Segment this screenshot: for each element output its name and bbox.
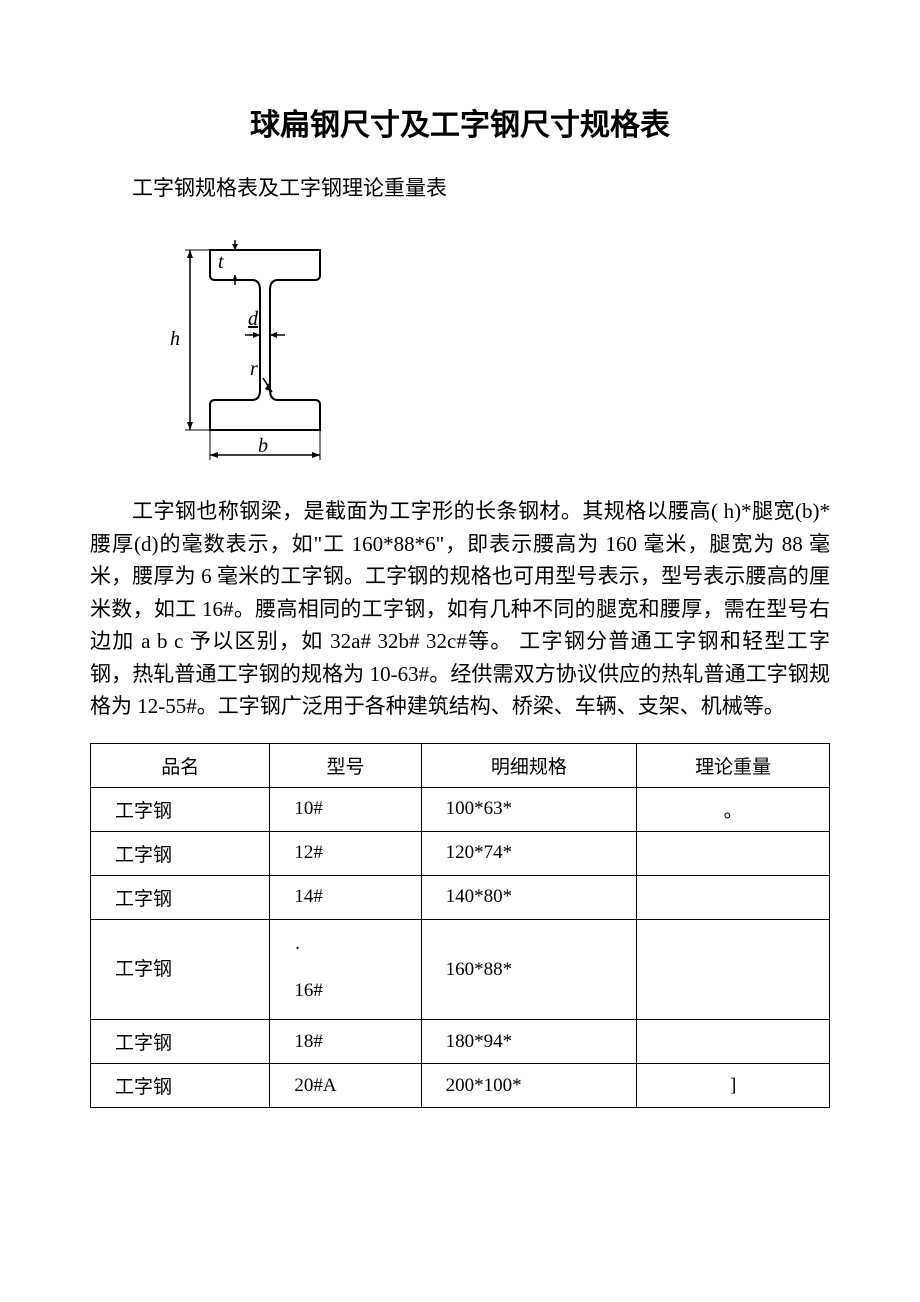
cell-weight: ]	[637, 1064, 830, 1108]
header-spec: 明细规格	[421, 743, 637, 787]
cell-name: 工字钢	[91, 831, 270, 875]
header-name: 品名	[91, 743, 270, 787]
cell-model: 18#	[270, 1020, 421, 1064]
cell-weight	[637, 1020, 830, 1064]
table-row: 工字钢 10# 100*63* 。	[91, 787, 830, 831]
table-row: 工字钢 12# 120*74*	[91, 831, 830, 875]
diagram-label-t: t	[218, 251, 224, 273]
cell-weight	[637, 919, 830, 1020]
table-row: 工字钢 · 16# 160*88*	[91, 919, 830, 1020]
cell-name: 工字钢	[91, 875, 270, 919]
table-row: 工字钢 20#A 200*100* ]	[91, 1064, 830, 1108]
table-row: 工字钢 18# 180*94*	[91, 1020, 830, 1064]
spec-table: 品名 型号 明细规格 理论重量 工字钢 10# 100*63* 。 工字钢 12…	[90, 743, 830, 1109]
cell-model: 12#	[270, 831, 421, 875]
table-header-row: 品名 型号 明细规格 理论重量	[91, 743, 830, 787]
cell-name: 工字钢	[91, 787, 270, 831]
subtitle: 工字钢规格表及工字钢理论重量表	[90, 172, 830, 202]
cell-model: · 16#	[270, 919, 421, 1020]
diagram-label-r: r	[250, 358, 258, 380]
cell-model: 20#A	[270, 1064, 421, 1108]
cell-weight	[637, 831, 830, 875]
cell-spec: 100*63*	[421, 787, 637, 831]
diagram-label-d: d	[248, 308, 259, 330]
cell-spec: 200*100*	[421, 1064, 637, 1108]
cell-spec: 160*88*	[421, 919, 637, 1020]
diagram-label-b: b	[258, 435, 268, 457]
cell-model: 10#	[270, 787, 421, 831]
diagram-label-h: h	[170, 328, 180, 350]
cell-name: 工字钢	[91, 919, 270, 1020]
cell-spec: 120*74*	[421, 831, 637, 875]
header-weight: 理论重量	[637, 743, 830, 787]
table-row: 工字钢 14# 140*80*	[91, 875, 830, 919]
header-model: 型号	[270, 743, 421, 787]
cell-weight	[637, 875, 830, 919]
page-title: 球扁钢尺寸及工字钢尺寸规格表	[90, 100, 830, 144]
description-paragraph: 工字钢也称钢梁，是截面为工字形的长条钢材。其规格以腰高( h)*腿宽(b)*腰厚…	[90, 495, 830, 723]
cell-name: 工字钢	[91, 1064, 270, 1108]
cell-weight: 。	[637, 787, 830, 831]
cell-model: 14#	[270, 875, 421, 919]
cell-spec: 140*80*	[421, 875, 637, 919]
cell-name: 工字钢	[91, 1020, 270, 1064]
i-beam-diagram: t h d r b	[150, 220, 830, 475]
cell-spec: 180*94*	[421, 1020, 637, 1064]
